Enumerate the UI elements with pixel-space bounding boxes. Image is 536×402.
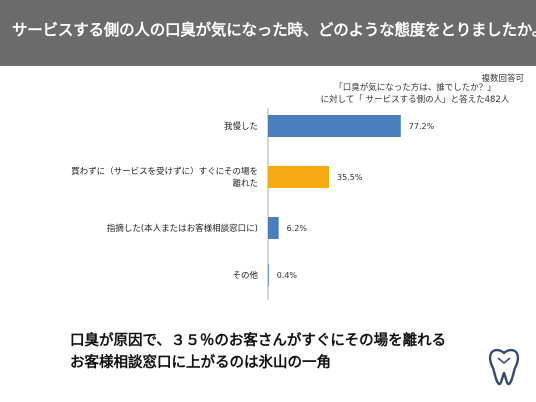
header-bar: サービスする側の人の口臭が気になった時、どのような態度をとりましたか。 — [0, 0, 536, 66]
category-label-3-line-0: その他 — [232, 270, 258, 281]
category-label-1-line-1: 離れた — [232, 178, 258, 189]
question-line-1: 「口臭が気になった方は、誰でしたか？」 — [334, 83, 496, 93]
value-label-0: 77.2% — [409, 122, 435, 131]
page-title: サービスする側の人の口臭が気になった時、どのような態度をとりましたか。 — [12, 21, 536, 39]
bar-1 — [268, 166, 330, 188]
footer-conclusion: 口臭が原因で、３５％のお客さんがすぐにその場を離れる お客様相談窓口に上がるのは… — [70, 330, 446, 374]
multiple-answer-note: 複数回答可 — [481, 74, 524, 84]
category-label-0-line-0: 我慢した — [224, 121, 258, 132]
category-label-1-line-0: 買わずに（サービスを受けずに）すぐにその場を — [71, 166, 258, 177]
value-label-3: 0.4% — [277, 271, 298, 280]
footer-line-1: 口臭が原因で、３５％のお客さんがすぐにその場を離れる — [70, 333, 447, 349]
question-caption: 「口臭が気になった方は、誰でしたか？」 に対して「 サービスする側の人」と答えた… — [300, 82, 530, 106]
value-label-1: 35.5% — [337, 173, 363, 182]
category-label-2-line-0: 指摘した(本人またはお客様相談窓口に) — [107, 223, 258, 234]
tooth-icon — [488, 348, 520, 386]
bar-3 — [268, 264, 269, 286]
value-label-2: 6.2% — [287, 224, 308, 233]
bar-2 — [268, 217, 279, 239]
footer-line-2: お客様相談窓口に上がるのは氷山の一角 — [70, 355, 331, 371]
bar-0 — [268, 115, 401, 137]
question-line-2: に対して「 サービスする側の人」と答えた482人 — [320, 95, 510, 105]
